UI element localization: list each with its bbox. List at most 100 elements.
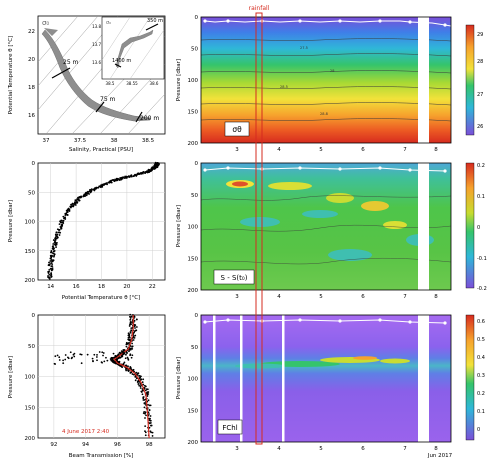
profile-point — [151, 435, 154, 437]
profile-point — [69, 351, 72, 354]
profile-point — [101, 361, 104, 364]
temp-xlabel: Potential Temperature θ [°C] — [62, 295, 140, 301]
profile-point — [54, 363, 57, 365]
pressure-tick: 200 — [25, 436, 36, 442]
profile-point — [110, 359, 113, 362]
profile-point — [62, 359, 65, 362]
pressure-tick: 200 — [25, 278, 36, 284]
profile-point — [119, 356, 122, 359]
day-tick: 8 — [434, 446, 438, 452]
density-ylabel: Pressure [dbar] — [176, 59, 182, 101]
marker-1400m — [114, 63, 122, 68]
profile-point — [71, 205, 73, 208]
density-contour-label: 28 — [330, 69, 334, 73]
salinity-colorbar — [465, 162, 475, 289]
profile-point — [86, 353, 89, 356]
profile-point — [51, 263, 54, 266]
profile-point — [71, 202, 74, 205]
profile-point — [77, 198, 80, 201]
chlorophyll-xticks: 3 4 5 6 7 8 — [235, 446, 438, 452]
profile-point — [78, 199, 80, 202]
marker-350m — [145, 23, 159, 31]
profile-point — [50, 265, 53, 268]
pressure-tick: 0 — [195, 313, 199, 319]
profile-point — [58, 359, 61, 361]
temp-xticks: 14 16 18 20 22 — [47, 284, 156, 290]
salinity-colorbar-tick: -0.1 — [477, 256, 487, 262]
day-tick: 7 — [403, 294, 407, 300]
profile-point — [134, 327, 136, 329]
profile-point — [127, 365, 129, 368]
profile-point — [119, 177, 122, 180]
day-tick: 8 — [434, 294, 438, 300]
profile-point — [54, 239, 57, 241]
pressure-tick: 150 — [188, 110, 199, 116]
day-tick: 5 — [319, 446, 323, 452]
chlorophyll-colorbar-tick: 0.1 — [477, 409, 485, 415]
chlorophyll-label-box — [217, 419, 243, 435]
density-colorbar-tick: 28 — [477, 59, 483, 65]
salinity-frame — [200, 162, 452, 291]
profile-point — [50, 276, 53, 278]
profile-point — [96, 359, 98, 362]
profile-point — [99, 185, 102, 188]
pressure-tick: 50 — [191, 47, 198, 53]
inset-annotation-1400m: 1400 m — [112, 58, 131, 64]
profile-point — [64, 354, 67, 356]
profile-point — [49, 257, 52, 260]
profile-point — [143, 406, 146, 409]
inset-ytick: 13.6 — [92, 60, 101, 65]
chlorophyll-section-panel: FChl 0.6 0.5 0.4 0.3 0.2 0.1 0 0 50 100 150… — [176, 313, 485, 459]
profile-point — [125, 343, 128, 346]
density-section-panel: 27.5 28 28.5 28.8 σθ 29 28 27 26 0 50 100 1… — [176, 15, 483, 153]
profile-point — [110, 181, 113, 184]
profile-point — [51, 252, 54, 254]
ts-ytick: 18 — [28, 85, 35, 91]
profile-point — [157, 162, 160, 165]
beam-xticks: 92 94 96 98 — [50, 442, 153, 448]
ts-xtick: 38 — [111, 138, 118, 144]
profile-line — [113, 315, 150, 439]
x-tick: 94 — [82, 442, 89, 448]
pressure-tick: 100 — [188, 377, 199, 383]
ts-annotation-200m: 200 m — [140, 115, 159, 122]
pressure-tick: 200 — [188, 440, 199, 446]
marker-25m — [51, 67, 71, 79]
profile-point — [135, 371, 138, 374]
profile-point — [83, 194, 86, 197]
x-tick: 16 — [73, 284, 80, 290]
density-contour-label: 27.5 — [300, 46, 308, 50]
profile-point — [47, 264, 50, 267]
profile-point — [74, 199, 77, 202]
profile-point — [47, 272, 50, 274]
profile-point — [149, 415, 152, 417]
profile-point — [118, 178, 121, 181]
ts-annotation-25m: 25 m — [63, 59, 79, 66]
profile-point — [92, 360, 94, 362]
chlorophyll-max-patches — [235, 356, 410, 369]
pressure-tick: 50 — [28, 344, 35, 350]
day-tick: 3 — [235, 446, 239, 452]
profile-point — [138, 384, 141, 387]
profile-point — [65, 209, 68, 212]
profile-point — [133, 319, 136, 322]
profile-point — [140, 391, 143, 393]
profile-point — [64, 214, 67, 216]
day-tick: 7 — [403, 147, 407, 153]
density-contours — [200, 38, 452, 122]
chlorophyll-gap — [213, 315, 216, 442]
profile-point — [60, 227, 62, 230]
profile-point — [142, 378, 145, 381]
chlorophyll-colorbar-tick: 0.3 — [477, 373, 485, 379]
profile-point — [93, 353, 96, 356]
profile-point — [129, 313, 132, 316]
rainfall-label: rainfall — [249, 5, 270, 12]
density-colorbar-tick: 27 — [477, 92, 483, 98]
salinity-yticks: 0 50 100 150 200 — [188, 161, 199, 294]
profile-point — [48, 269, 51, 271]
profile-point — [146, 395, 149, 397]
inset-sigma-label: σ₀ — [106, 20, 111, 26]
inset-scatter — [115, 29, 154, 69]
profile-point — [139, 382, 142, 385]
